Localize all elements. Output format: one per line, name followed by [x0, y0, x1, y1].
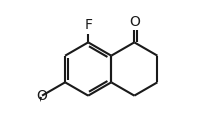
Text: O: O: [129, 15, 140, 29]
Text: O: O: [37, 89, 48, 103]
Text: F: F: [84, 18, 92, 32]
